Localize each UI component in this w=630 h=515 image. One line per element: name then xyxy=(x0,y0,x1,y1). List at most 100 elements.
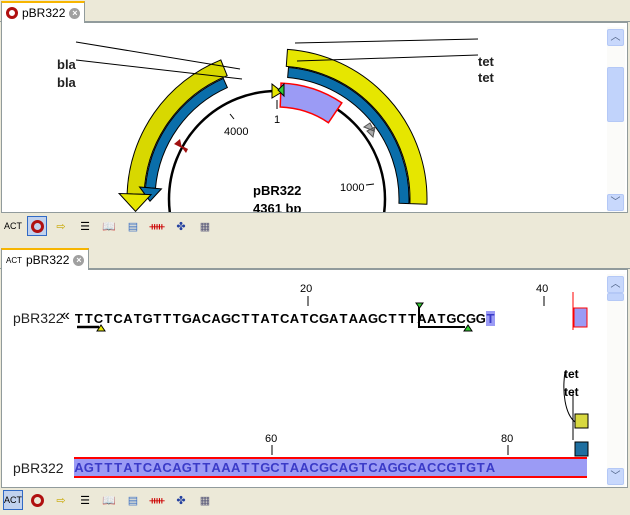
primer-icon xyxy=(463,324,473,332)
restriction-sites-icon[interactable]: ᚔ xyxy=(149,220,165,233)
tab-circular-view[interactable]: pBR322 × xyxy=(1,1,86,23)
nucleotide: A xyxy=(152,460,162,475)
view-toolbar: ACT ⇨ ☰ 📖 ▤ ᚔ ✤ ▦ xyxy=(3,215,215,237)
nucleotide: C xyxy=(378,311,388,326)
tab-bar: pBR322 × xyxy=(0,0,630,23)
annotation-table-icon[interactable]: ☰ xyxy=(80,494,90,507)
row-label: pBR322 xyxy=(13,460,64,476)
selection-start xyxy=(573,307,588,328)
bla-label-line xyxy=(75,41,241,70)
scroll-thumb[interactable] xyxy=(607,293,624,301)
nucleotide: G xyxy=(181,311,192,326)
history-icon[interactable]: ▤ xyxy=(127,220,139,233)
nucleotide: C xyxy=(93,311,104,326)
nucleotide: G xyxy=(387,460,398,475)
nucleotide: G xyxy=(181,460,192,475)
nucleotide: G xyxy=(319,311,330,326)
scroll-up-button[interactable]: ︿ xyxy=(607,29,624,46)
nucleotide: C xyxy=(201,311,211,326)
scroll-down-button[interactable]: ﹀ xyxy=(607,194,624,211)
nucleotide: G xyxy=(446,311,457,326)
circular-view-icon[interactable] xyxy=(27,490,47,510)
nucleotide: A xyxy=(221,460,231,475)
close-icon[interactable]: × xyxy=(73,254,85,266)
scroll-down-button[interactable]: ﹀ xyxy=(607,468,624,485)
plasmid-map[interactable] xyxy=(2,23,607,213)
nucleotide: T xyxy=(84,311,93,326)
tick-label-60: 60 xyxy=(265,433,278,445)
sequence-view-icon[interactable]: ACT xyxy=(4,221,22,231)
primer-binding-line xyxy=(418,306,465,328)
feature-label-tet[interactable]: tet xyxy=(478,54,494,69)
nucleotide: T xyxy=(163,311,172,326)
nucleotide: C xyxy=(309,311,319,326)
text-view-icon[interactable]: 📖 xyxy=(102,220,116,233)
nucleotide: G xyxy=(397,460,408,475)
nucleotide: T xyxy=(153,311,162,326)
annotation-table-icon[interactable]: ☰ xyxy=(80,220,90,233)
nucleotide: T xyxy=(172,311,181,326)
sequence-view-icon[interactable]: ACT xyxy=(3,490,23,510)
nucleotide: A xyxy=(348,311,358,326)
alignment-icon[interactable]: ▦ xyxy=(199,494,211,507)
feature-label-tet[interactable]: tet xyxy=(564,385,579,399)
vertical-scrollbar[interactable]: ︿ ﹀ xyxy=(607,274,625,487)
vertical-scrollbar[interactable]: ︿ ﹀ xyxy=(607,27,625,212)
nucleotide: A xyxy=(211,311,221,326)
scroll-thumb[interactable] xyxy=(607,67,624,122)
primer-icon[interactable]: ✤ xyxy=(176,494,186,507)
sequence-name: pBR322 xyxy=(253,183,302,198)
nucleotide: T xyxy=(192,460,201,475)
nucleotide: A xyxy=(417,460,427,475)
tick-label-4000: 4000 xyxy=(224,126,249,138)
annotation-layout-icon[interactable]: ⇨ xyxy=(56,220,66,233)
alignment-icon[interactable]: ▦ xyxy=(199,220,211,233)
primer-icon xyxy=(96,324,106,332)
nucleotide: C xyxy=(309,460,319,475)
tab-bar: ACT pBR322 × xyxy=(0,247,630,270)
nucleotide: G xyxy=(475,311,486,326)
tet-gene-arc xyxy=(285,48,428,205)
history-icon[interactable]: ▤ xyxy=(127,494,139,507)
nucleotide: A xyxy=(299,460,309,475)
double-arrow-icon: « xyxy=(61,307,70,324)
feature-label-bla[interactable]: bla xyxy=(57,75,76,90)
nucleotide: C xyxy=(142,460,153,475)
nucleotide: T xyxy=(251,311,260,326)
feature-label-tet[interactable]: tet xyxy=(564,367,579,381)
circular-view-icon[interactable] xyxy=(27,216,47,236)
close-icon[interactable]: × xyxy=(69,7,81,19)
restriction-sites-icon[interactable]: ᚔ xyxy=(149,494,165,507)
nucleotide: A xyxy=(211,460,221,475)
tab-title: pBR322 xyxy=(26,253,70,267)
feature-label-bla[interactable]: bla xyxy=(57,57,76,72)
nucleotide: T xyxy=(74,311,83,326)
nucleotide: C xyxy=(436,460,447,475)
tab-sequence-view[interactable]: ACT pBR322 × xyxy=(1,248,90,270)
nucleotide: A xyxy=(172,460,182,475)
feature-label-tet[interactable]: tet xyxy=(478,70,494,85)
circular-view-panel: pBR322 × bla bla tet tet 1 1000 4000 pBR… xyxy=(0,0,630,242)
tick-label-80: 80 xyxy=(501,433,514,445)
nucleotide: G xyxy=(83,460,94,475)
bla-label-line xyxy=(75,59,243,80)
nucleotide: T xyxy=(241,311,250,326)
row-label: pBR322 xyxy=(13,310,64,326)
nucleotide: A xyxy=(417,311,427,326)
tick-label-1000: 1000 xyxy=(340,182,365,194)
nucleotide: T xyxy=(133,460,142,475)
nucleotide: T xyxy=(398,311,407,326)
nucleotide: T xyxy=(251,460,260,475)
restriction-site-icon xyxy=(362,122,376,139)
primer-icon[interactable]: ✤ xyxy=(176,220,186,233)
annotation-layout-icon[interactable]: ⇨ xyxy=(56,494,66,507)
circular-canvas[interactable]: bla bla tet tet 1 1000 4000 pBR322 4361 … xyxy=(1,22,628,213)
nucleotide: T xyxy=(104,460,113,475)
nucleotide: T xyxy=(270,311,279,326)
primer-icon xyxy=(415,302,424,309)
sequence-view-icon: ACT xyxy=(6,255,22,265)
text-view-icon[interactable]: 📖 xyxy=(102,494,116,507)
scroll-up-button[interactable]: ︿ xyxy=(607,276,624,293)
tet-cds-arc xyxy=(287,66,410,205)
